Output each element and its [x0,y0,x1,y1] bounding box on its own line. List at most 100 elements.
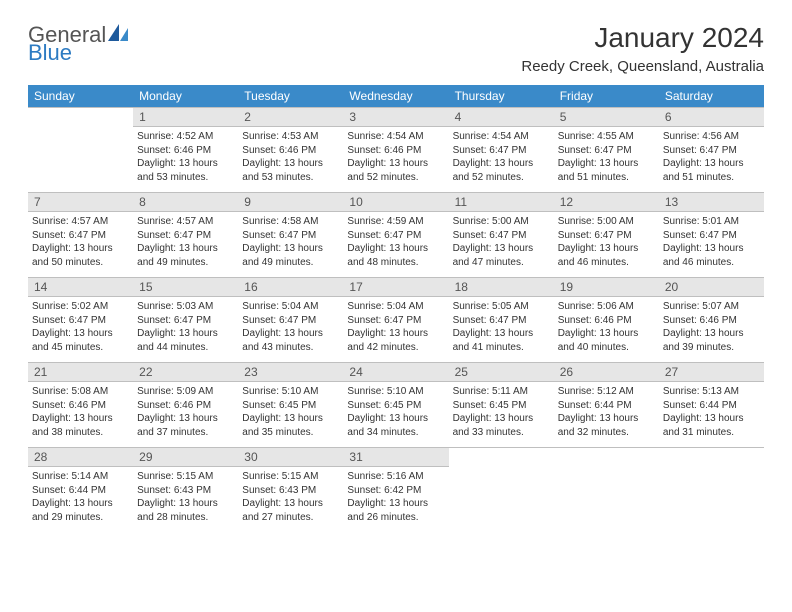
sun-day2: and 46 minutes. [558,256,655,270]
sun-sunrise: Sunrise: 4:54 AM [347,130,444,144]
day-number: 25 [449,363,554,381]
sun-day2: and 47 minutes. [453,256,550,270]
sun-sunrise: Sunrise: 5:07 AM [663,300,760,314]
sun-day1: Daylight: 13 hours [347,412,444,426]
sun-sunset: Sunset: 6:46 PM [242,144,339,158]
sun-sunset: Sunset: 6:47 PM [32,314,129,328]
sun-day2: and 29 minutes. [32,511,129,525]
sun-sunrise: Sunrise: 5:04 AM [242,300,339,314]
sun-day2: and 26 minutes. [347,511,444,525]
day-detail-cell: Sunrise: 5:04 AMSunset: 6:47 PMDaylight:… [238,297,343,363]
sun-day1: Daylight: 13 hours [137,157,234,171]
day-detail-cell: Sunrise: 5:07 AMSunset: 6:46 PMDaylight:… [659,297,764,363]
sun-sunrise: Sunrise: 5:05 AM [453,300,550,314]
day-number-cell: 8 [133,193,238,212]
sun-sunset: Sunset: 6:47 PM [453,229,550,243]
sun-sunrise: Sunrise: 5:10 AM [347,385,444,399]
day-detail-cell: Sunrise: 5:02 AMSunset: 6:47 PMDaylight:… [28,297,133,363]
day-detail-cell: Sunrise: 4:54 AMSunset: 6:46 PMDaylight:… [343,127,448,193]
day-number-cell [449,448,554,467]
sun-day1: Daylight: 13 hours [242,242,339,256]
sun-sunrise: Sunrise: 4:59 AM [347,215,444,229]
sun-sunset: Sunset: 6:47 PM [242,229,339,243]
day-number-cell: 20 [659,278,764,297]
day-detail-cell: Sunrise: 5:08 AMSunset: 6:46 PMDaylight:… [28,382,133,448]
day-number: 5 [554,108,659,126]
day-detail-cell: Sunrise: 5:13 AMSunset: 6:44 PMDaylight:… [659,382,764,448]
weekday-header: Saturday [659,85,764,108]
header: General January 2024 Reedy Creek, Queens… [28,22,764,75]
sun-sunset: Sunset: 6:47 PM [558,144,655,158]
sun-sunrise: Sunrise: 4:57 AM [32,215,129,229]
sun-sunset: Sunset: 6:44 PM [663,399,760,413]
day-number-cell: 21 [28,363,133,382]
sun-sunset: Sunset: 6:44 PM [32,484,129,498]
day-number: 1 [133,108,238,126]
day-number: 14 [28,278,133,296]
sun-sunrise: Sunrise: 5:08 AM [32,385,129,399]
day-detail-cell: Sunrise: 4:55 AMSunset: 6:47 PMDaylight:… [554,127,659,193]
sun-sunrise: Sunrise: 4:52 AM [137,130,234,144]
sun-day1: Daylight: 13 hours [558,327,655,341]
sun-day1: Daylight: 13 hours [137,497,234,511]
sun-sunset: Sunset: 6:47 PM [137,314,234,328]
day-number: 8 [133,193,238,211]
sun-day1: Daylight: 13 hours [137,327,234,341]
day-detail-cell: Sunrise: 5:09 AMSunset: 6:46 PMDaylight:… [133,382,238,448]
day-number-cell: 23 [238,363,343,382]
day-number-cell: 4 [449,108,554,127]
day-number: 23 [238,363,343,381]
day-number-cell [28,108,133,127]
day-number: 2 [238,108,343,126]
day-detail-cell: Sunrise: 5:05 AMSunset: 6:47 PMDaylight:… [449,297,554,363]
day-number: 6 [659,108,764,126]
sun-day1: Daylight: 13 hours [558,242,655,256]
sun-day2: and 27 minutes. [242,511,339,525]
sun-sunrise: Sunrise: 5:02 AM [32,300,129,314]
day-number: 16 [238,278,343,296]
day-number: 17 [343,278,448,296]
detail-row: Sunrise: 5:08 AMSunset: 6:46 PMDaylight:… [28,382,764,448]
day-detail-cell: Sunrise: 5:16 AMSunset: 6:42 PMDaylight:… [343,467,448,533]
day-number-cell: 26 [554,363,659,382]
day-number: 29 [133,448,238,466]
sun-day1: Daylight: 13 hours [32,412,129,426]
day-detail-cell: Sunrise: 4:59 AMSunset: 6:47 PMDaylight:… [343,212,448,278]
day-number-cell: 27 [659,363,764,382]
day-number-cell: 15 [133,278,238,297]
sun-day2: and 39 minutes. [663,341,760,355]
sun-day2: and 52 minutes. [347,171,444,185]
day-number-cell: 7 [28,193,133,212]
sun-sunset: Sunset: 6:47 PM [453,314,550,328]
day-number: 30 [238,448,343,466]
sun-day2: and 38 minutes. [32,426,129,440]
title-block: January 2024 Reedy Creek, Queensland, Au… [521,22,764,75]
day-number: 7 [28,193,133,211]
day-detail-cell: Sunrise: 5:12 AMSunset: 6:44 PMDaylight:… [554,382,659,448]
sun-sunrise: Sunrise: 4:57 AM [137,215,234,229]
sun-sunset: Sunset: 6:46 PM [137,144,234,158]
day-detail-cell: Sunrise: 5:03 AMSunset: 6:47 PMDaylight:… [133,297,238,363]
day-number-cell: 2 [238,108,343,127]
day-number-cell: 14 [28,278,133,297]
sun-day1: Daylight: 13 hours [453,412,550,426]
day-detail-cell [659,467,764,533]
sun-sunrise: Sunrise: 4:56 AM [663,130,760,144]
weekday-header: Sunday [28,85,133,108]
sun-sunrise: Sunrise: 5:16 AM [347,470,444,484]
sun-day2: and 37 minutes. [137,426,234,440]
sun-day1: Daylight: 13 hours [347,497,444,511]
day-number: 18 [449,278,554,296]
day-number: 10 [343,193,448,211]
day-number-cell: 24 [343,363,448,382]
day-number: 21 [28,363,133,381]
detail-row: Sunrise: 4:52 AMSunset: 6:46 PMDaylight:… [28,127,764,193]
sun-day2: and 42 minutes. [347,341,444,355]
sun-sunset: Sunset: 6:45 PM [453,399,550,413]
sun-sunset: Sunset: 6:47 PM [663,229,760,243]
sun-sunset: Sunset: 6:46 PM [347,144,444,158]
day-number-cell: 1 [133,108,238,127]
sun-sunset: Sunset: 6:42 PM [347,484,444,498]
sun-day1: Daylight: 13 hours [242,497,339,511]
sun-sunset: Sunset: 6:43 PM [242,484,339,498]
